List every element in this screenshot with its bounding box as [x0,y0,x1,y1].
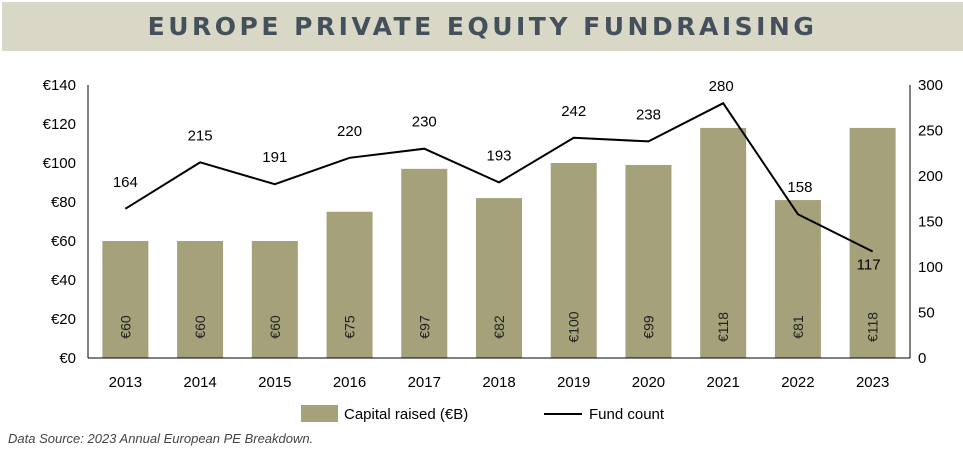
source-note: Data Source: 2023 Annual European PE Bre… [8,431,314,446]
bar-2017 [401,168,448,358]
y-left-tick-label: €140 [43,77,76,94]
y-left-tick-label: €0 [59,350,76,367]
x-tick-label: 2018 [482,374,515,391]
bar-label-2021: €118 [715,312,731,342]
x-tick-label: 2022 [781,374,814,391]
legend-label-capital: Capital raised (€B) [344,406,468,423]
bar-2020 [625,164,672,358]
bar-label-2015: €60 [267,315,283,339]
legend-swatch-capital [301,405,338,422]
bar-2018 [476,198,522,358]
bar-2013 [102,241,149,358]
y-left-tick-label: €120 [43,116,76,133]
line-label-2020: 238 [636,106,661,123]
line-label-2021: 280 [709,78,734,95]
bar-2019 [550,163,597,358]
bar-label-2019: €100 [566,311,582,342]
bar-label-2014: €60 [192,315,208,339]
y-right-tick-label: 150 [918,214,943,231]
bar-label-2022: €81 [790,315,806,339]
line-label-2016: 220 [337,123,362,140]
legend-label-fund-count: Fund count [589,406,665,423]
y-left-tick-label: €20 [51,311,76,328]
line-label-2013: 164 [113,174,138,191]
bar-2021 [700,127,747,359]
bar-label-2018: €82 [491,315,507,339]
x-tick-label: 2016 [333,374,366,391]
x-tick-label: 2020 [632,374,665,391]
x-tick-label: 2013 [109,374,142,391]
line-label-2019: 242 [561,103,586,120]
y-right-tick-label: 250 [918,123,943,140]
bar-2022 [774,200,821,358]
line-label-2015: 191 [262,149,287,166]
bar-label-2016: €75 [342,315,358,339]
y-right-tick-label: 100 [918,259,943,276]
y-right-tick-label: 300 [918,77,943,94]
y-left-tick-label: €80 [51,194,76,211]
y-right-tick-label: 50 [918,305,935,322]
y-right-tick-label: 0 [918,350,926,367]
line-label-2014: 215 [188,127,213,144]
y-right-tick-label: 200 [918,168,943,185]
bar-2015 [251,241,298,358]
line-label-2023: 117 [857,257,881,274]
title-bar: EUROPE PRIVATE EQUITY FUNDRAISING [2,2,963,51]
fund-count-line [124,101,874,253]
bar-label-2020: €99 [640,315,656,339]
line-label-2017: 230 [412,114,437,131]
x-tick-label: 2021 [706,374,739,391]
chart-title: EUROPE PRIVATE EQUITY FUNDRAISING [147,12,818,41]
line-label-2022: 158 [787,179,812,196]
x-tick-label: 2017 [408,374,441,391]
y-left-tick-label: €100 [43,155,76,172]
line-label-2018: 193 [486,147,511,164]
bar-label-2013: €60 [117,315,133,339]
bar-label-2023: €118 [865,312,881,342]
y-left-tick-label: €40 [51,272,76,289]
bar-label-2017: €97 [416,315,432,339]
x-tick-label: 2023 [856,374,889,391]
y-left-tick-label: €60 [51,233,76,250]
x-tick-label: 2019 [557,374,590,391]
bar-2014 [177,241,224,358]
x-tick-label: 2015 [258,374,291,391]
bar-2016 [326,211,373,358]
x-tick-label: 2014 [183,374,216,391]
